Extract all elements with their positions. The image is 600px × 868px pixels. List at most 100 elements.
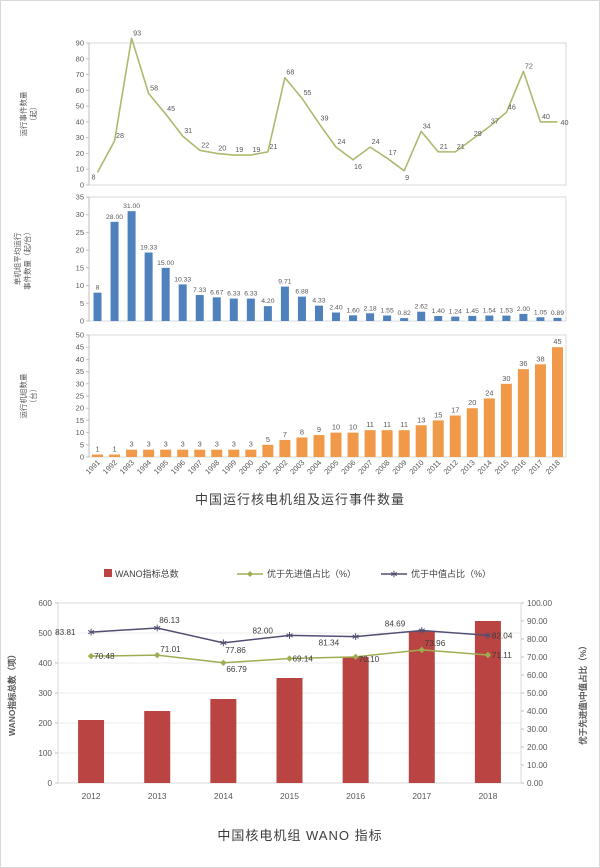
point-label: 37 (491, 117, 499, 126)
line-point-label: 82.04 (492, 631, 513, 640)
bar-label: 4.33 (312, 298, 325, 305)
y-tick-label: 15 (76, 263, 84, 272)
bar (534, 364, 546, 457)
point-label: 55 (303, 88, 311, 97)
x-tick-label: 1998 (203, 458, 221, 476)
point-label: 39 (320, 113, 328, 122)
bar (364, 430, 376, 457)
asterisk-marker (390, 571, 398, 577)
x-tick-label: 2017 (412, 791, 431, 801)
bar-label: 11 (400, 420, 408, 429)
x-tick-label: 2009 (390, 458, 408, 476)
x-tick-label: 1997 (186, 458, 204, 476)
x-tick-label: 2006 (339, 458, 357, 476)
point-label: 34 (423, 121, 431, 130)
right-tick-label: 50.00 (527, 689, 548, 698)
y-tick-label: 35 (76, 367, 84, 376)
diamond-marker (247, 571, 253, 577)
wano-bar (342, 657, 369, 783)
left-axis-title: WANO指标总数（项） (7, 650, 17, 736)
point-label: 45 (167, 104, 175, 113)
bar (483, 398, 495, 457)
bar (177, 449, 189, 457)
right-tick-label: 0.00 (527, 779, 543, 788)
bar-label: 1.45 (466, 308, 479, 315)
bar (381, 430, 393, 457)
bar-label: 1 (95, 445, 99, 454)
bar-label: 1.05 (534, 309, 547, 316)
bar-label: 7.33 (193, 287, 206, 294)
y-tick-label: 10 (76, 428, 84, 437)
bar (143, 449, 155, 457)
y-tick-label: 30 (76, 210, 84, 219)
bar (195, 295, 204, 321)
asterisk-marker (352, 634, 359, 639)
point-label: 58 (150, 83, 158, 92)
bar (415, 425, 427, 457)
x-tick-label: 1994 (135, 458, 153, 476)
bar-label: 24 (485, 388, 493, 397)
y-tick-label: 20 (76, 149, 84, 158)
asterisk-marker (87, 630, 95, 635)
point-label: 21 (269, 142, 277, 151)
bar (109, 454, 121, 457)
bar (263, 306, 272, 321)
asterisk-marker (220, 640, 227, 645)
bar (366, 313, 375, 321)
wano-plot: 0 100 200 300 400 500 600 0.00 10.00 20.00 30.00 40… (7, 599, 588, 801)
bar (313, 435, 325, 457)
bar-label: 4.20 (261, 298, 274, 305)
bar-label: 3 (249, 440, 253, 449)
bar-label: 0.89 (551, 310, 564, 317)
left-tick-label: 400 (38, 659, 52, 668)
point-label: 22 (201, 140, 209, 149)
right-tick-label: 100.00 (527, 599, 552, 608)
bar-label: 1.40 (432, 308, 445, 315)
bar-label: 2.00 (517, 306, 530, 313)
right-tick-label: 40.00 (527, 707, 548, 716)
bar-label: 2.40 (329, 304, 342, 311)
nuclear-events-chart-canvas: 0 10 20 30 40 50 60 70 80 90 运行事件数量（起） 8 28 93 58 45 31 2… (1, 7, 599, 489)
bar (466, 408, 478, 457)
diamond-marker (87, 652, 95, 660)
bar-label: 3 (215, 440, 219, 449)
point-label: 46 (508, 102, 516, 111)
bar-label: 3 (164, 440, 168, 449)
right-tick-label: 80.00 (527, 635, 548, 644)
y-tick-label: 25 (76, 392, 84, 401)
left-tick-label: 200 (38, 719, 52, 728)
y-tick-label: 30 (76, 379, 84, 388)
bar-label: 1.60 (346, 307, 359, 314)
bar-label: 6.33 (244, 291, 257, 298)
line-point-label: 81.34 (319, 639, 340, 648)
right-tick-label: 60.00 (527, 671, 548, 680)
line-point-label: 71.11 (492, 651, 512, 660)
legend: WANO指标总数 优于先进值占比（%） 优于中值占比（%） (104, 568, 491, 579)
bar-label: 28.00 (106, 214, 123, 221)
point-label: 20 (218, 143, 226, 152)
point-label: 24 (338, 137, 346, 146)
x-tick-label: 2014 (214, 791, 233, 801)
x-tick-label: 2018 (544, 458, 562, 476)
panel-avg-events-per-unit: 0 5 10 15 20 25 30 35 单机组平均运行事件数量（起/台） 8 28.0031.0… (12, 193, 567, 326)
panel-operating-events: 0 10 20 30 40 50 60 70 80 90 运行事件数量（起） 8 28 93 58 45 31 2… (18, 28, 568, 189)
bar-label: 10.33 (174, 276, 191, 283)
line-point-label: 70.48 (94, 652, 115, 661)
line-point-label: 82.00 (253, 626, 274, 635)
bar-label: 10 (349, 423, 357, 432)
left-tick-label: 300 (38, 689, 52, 698)
line-point-label: 69.14 (293, 655, 314, 664)
bar (127, 211, 136, 321)
bar-label: 9.71 (278, 279, 291, 286)
wano-bar (474, 621, 501, 783)
bar (330, 432, 342, 457)
bar-label: 2.62 (415, 304, 428, 311)
right-axis-title: 优于先进值\中值占比（%） (578, 641, 588, 744)
legend-label-median: 优于中值占比（%） (411, 568, 491, 579)
y-tick-label: 50 (76, 102, 84, 111)
bar-label: 15 (434, 410, 442, 419)
x-tick-label: 2015 (280, 791, 299, 801)
bar-label: 1.54 (483, 308, 496, 315)
x-tick-label: 2005 (322, 458, 340, 476)
